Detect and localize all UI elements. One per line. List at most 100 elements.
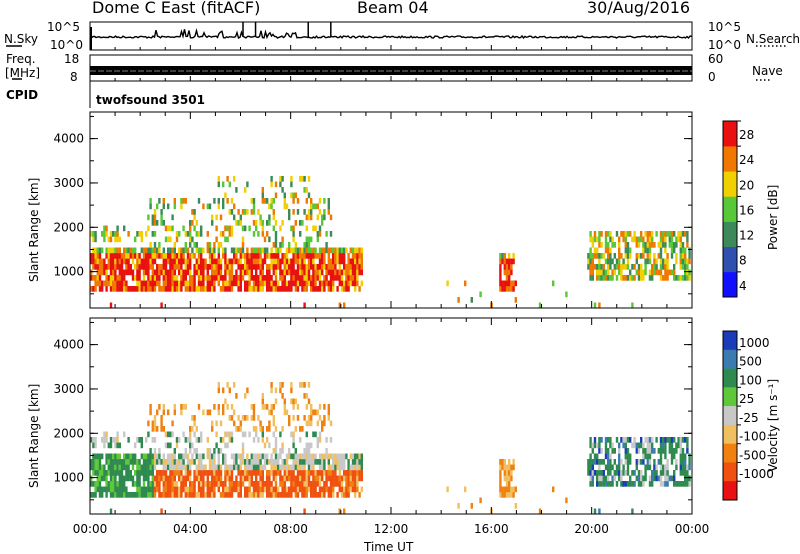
data-cell [301, 492, 304, 498]
data-cell [153, 280, 157, 287]
data-cell [173, 492, 176, 498]
data-cell [228, 470, 231, 476]
data-cell [505, 269, 509, 276]
data-cell [156, 264, 159, 270]
data-cell [162, 486, 165, 493]
data-cell [670, 236, 674, 243]
data-cell [191, 253, 194, 259]
data-cell [202, 453, 205, 460]
data-cell [274, 470, 278, 476]
data-cell [305, 492, 308, 498]
ytick-label: 2000 [53, 220, 84, 234]
data-cell [202, 481, 205, 487]
data-cell [354, 264, 357, 270]
data-cell [327, 459, 330, 465]
data-cell [184, 437, 187, 443]
data-cell [235, 486, 238, 493]
data-cell [303, 448, 306, 454]
data-cell [237, 415, 240, 421]
data-cell [230, 492, 234, 498]
data-cell [204, 464, 207, 471]
data-cell [103, 280, 106, 287]
data-cell [266, 269, 269, 276]
data-cell [103, 269, 106, 276]
data-cell [228, 275, 231, 281]
data-cell [640, 269, 643, 276]
data-cell [332, 453, 335, 460]
data-cell [125, 492, 128, 498]
data-cell [290, 192, 293, 199]
data-cell [349, 453, 352, 460]
data-cell [178, 475, 181, 482]
data-cell [230, 486, 234, 493]
data-cell [292, 192, 295, 199]
data-cell [277, 280, 280, 287]
data-cell [673, 481, 676, 487]
data-cell [655, 470, 658, 476]
data-cell [131, 247, 135, 254]
data-cell [327, 264, 330, 270]
data-cell [127, 464, 130, 471]
data-cell [281, 280, 284, 287]
data-cell [292, 264, 295, 270]
data-cell [664, 437, 667, 443]
data-cell [246, 247, 249, 254]
data-cell [593, 470, 597, 476]
data-cell [593, 236, 597, 243]
data-cell [279, 470, 282, 476]
data-cell [292, 280, 295, 287]
data-cell [626, 481, 630, 487]
data-cell [259, 420, 262, 427]
data-cell [255, 453, 258, 460]
data-cell [250, 470, 253, 476]
data-cell [279, 286, 282, 292]
data-cell [274, 247, 278, 254]
data-cell [356, 247, 359, 254]
data-cell [301, 280, 304, 287]
data-cell [345, 286, 348, 292]
data-cell [98, 459, 102, 465]
data-cell [153, 415, 157, 421]
data-cell [666, 464, 669, 471]
data-cell [596, 453, 599, 460]
xtick-label: 00:00 [73, 522, 108, 536]
data-cell [92, 286, 95, 292]
data-cell [109, 253, 113, 259]
data-cell [301, 459, 304, 465]
data-cell [316, 459, 319, 465]
data-cell [200, 459, 203, 465]
data-cell [112, 286, 115, 292]
data-cell [640, 442, 643, 449]
data-cell [173, 448, 176, 454]
data-cell [244, 253, 247, 259]
data-cell [237, 486, 240, 493]
data-cell [263, 486, 267, 493]
data-cell [268, 253, 271, 259]
data-cell [501, 464, 504, 471]
data-cell [332, 470, 335, 476]
data-cell [648, 247, 652, 254]
data-cell [171, 453, 174, 460]
data-cell [290, 453, 293, 460]
data-cell [160, 415, 163, 421]
data-cell [160, 214, 163, 221]
data-cell [252, 203, 256, 210]
data-cell [200, 280, 203, 287]
data-cell [323, 470, 326, 476]
data-cell [624, 242, 627, 248]
data-cell [136, 481, 139, 487]
data-cell [327, 492, 330, 498]
data-cell [305, 187, 308, 193]
data-cell [215, 431, 218, 438]
data-cell [354, 459, 357, 465]
data-cell [598, 475, 601, 482]
data-cell [248, 269, 251, 276]
data-cell [250, 198, 253, 204]
data-cell [305, 393, 308, 399]
data-cell [116, 264, 119, 270]
data-cell [508, 280, 511, 287]
data-cell [622, 464, 625, 471]
data-cell [503, 464, 506, 471]
data-cell [114, 492, 117, 498]
data-cell [508, 486, 511, 493]
